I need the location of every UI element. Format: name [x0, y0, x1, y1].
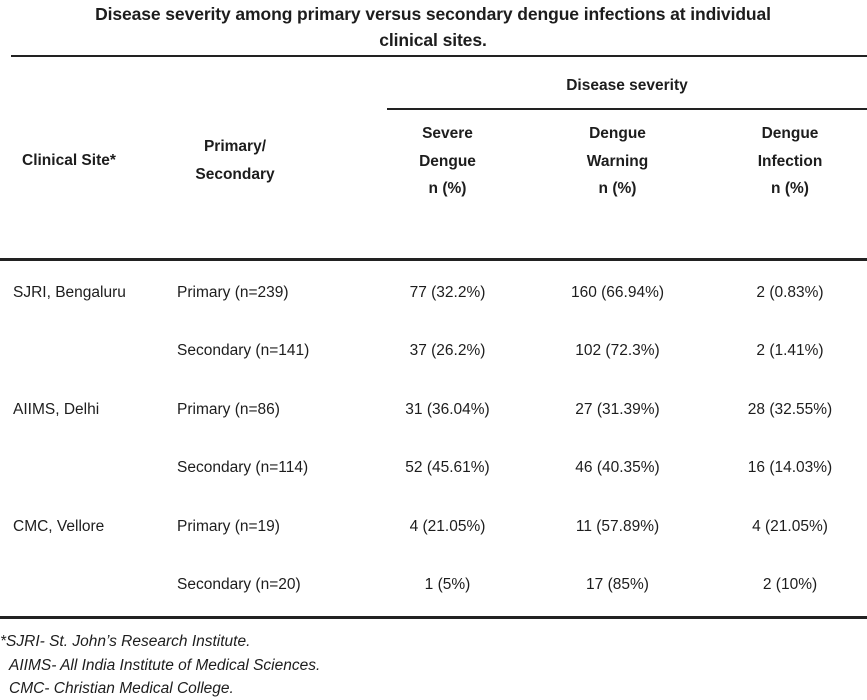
rule-group-header — [387, 108, 867, 110]
footnotes: *SJRI- St. John’s Research Institute. AI… — [0, 630, 860, 700]
cell-dengue-warning: 11 (57.89%) — [575, 517, 660, 535]
column-header-dengue-warning: Dengue Warning n (%) — [586, 125, 649, 197]
cell-primary-secondary: Primary (n=86) — [177, 400, 280, 418]
rule-top — [11, 55, 867, 57]
cell-dengue-warning: 27 (31.39%) — [575, 400, 660, 418]
rule-bottom — [0, 616, 867, 619]
table-row: Secondary (n=20) 1 (5%) 17 (85%) 2 (10%) — [0, 573, 867, 597]
cell-dengue-warning: 160 (66.94%) — [570, 284, 665, 301]
column-header-severe-dengue: Severe Dengue n (%) — [419, 125, 476, 197]
cell-severe-dengue: 37 (26.2%) — [409, 342, 486, 360]
cell-clinical-site — [13, 573, 171, 597]
column-header-clinical-site: Clinical Site* — [22, 152, 116, 169]
cell-severe-dengue: 77 (32.2%) — [409, 284, 486, 301]
cell-dengue-infection: 2 (10%) — [762, 576, 818, 593]
cell-dengue-warning: 17 (85%) — [586, 576, 649, 593]
table-row: Secondary (n=141) 37 (26.2%) 102 (72.3%)… — [0, 339, 867, 363]
footnote-sjri: *SJRI- St. John’s Research Institute. — [0, 633, 251, 650]
cell-dengue-infection: 2 (0.83%) — [756, 284, 824, 301]
cell-dengue-infection: 16 (14.03%) — [747, 459, 833, 477]
cell-severe-dengue: 1 (5%) — [424, 576, 471, 593]
footnote-cmc: CMC- Christian Medical College. — [9, 680, 234, 697]
cell-severe-dengue: 31 (36.04%) — [405, 400, 490, 418]
cell-clinical-site: AIIMS, Delhi — [13, 400, 100, 418]
cell-severe-dengue: 52 (45.61%) — [405, 459, 490, 477]
footnote-aiims: AIIMS- All India Institute of Medical Sc… — [9, 656, 321, 674]
cell-severe-dengue: 4 (21.05%) — [409, 517, 486, 535]
cell-clinical-site — [13, 456, 171, 480]
cell-dengue-infection: 2 (1.41%) — [756, 342, 824, 360]
cell-primary-secondary: Secondary (n=20) — [177, 576, 301, 593]
table-row: SJRI, Bengaluru Primary (n=239) 77 (32.2… — [0, 281, 867, 305]
cell-clinical-site: SJRI, Bengaluru — [13, 284, 126, 301]
cell-primary-secondary: Secondary (n=114) — [177, 459, 309, 477]
cell-dengue-warning: 46 (40.35%) — [575, 459, 660, 477]
rule-header-body-divider — [0, 258, 867, 261]
table-row: CMC, Vellore Primary (n=19) 4 (21.05%) 1… — [0, 515, 867, 539]
cell-primary-secondary: Secondary (n=141) — [177, 342, 310, 360]
cell-clinical-site — [13, 339, 171, 363]
cell-dengue-infection: 4 (21.05%) — [752, 517, 828, 535]
column-header-primary-secondary: Primary/ Secondary — [195, 138, 275, 183]
group-header-disease-severity: Disease severity — [566, 77, 688, 94]
cell-primary-secondary: Primary (n=239) — [177, 284, 289, 301]
table-title: Disease severity among primary versus se… — [95, 4, 771, 50]
table-row: AIIMS, Delhi Primary (n=86) 31 (36.04%) … — [0, 398, 867, 422]
cell-dengue-warning: 102 (72.3%) — [575, 342, 660, 360]
column-header-dengue-infection: Dengue Infection n (%) — [757, 125, 823, 197]
cell-dengue-infection: 28 (32.55%) — [747, 400, 833, 418]
cell-clinical-site: CMC, Vellore — [13, 517, 105, 535]
table-row: Secondary (n=114) 52 (45.61%) 46 (40.35%… — [0, 456, 867, 480]
cell-primary-secondary: Primary (n=19) — [177, 517, 280, 535]
